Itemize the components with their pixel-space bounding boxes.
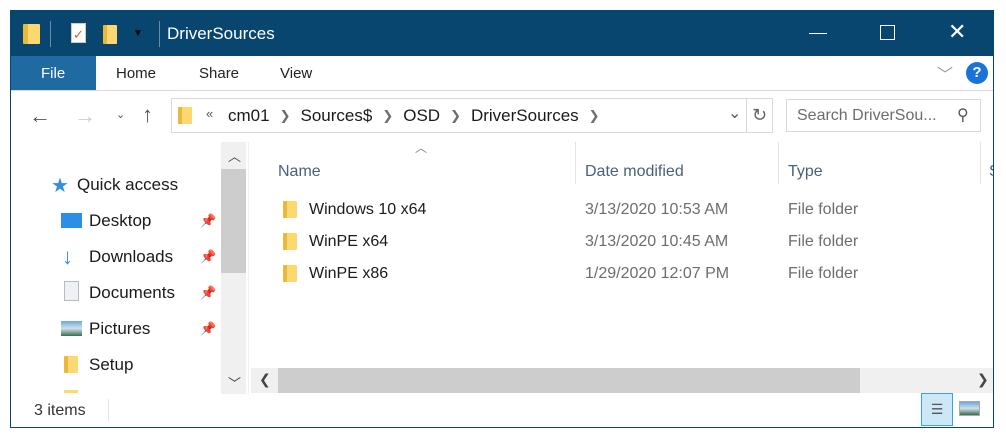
file-type: File folder — [788, 201, 859, 218]
quick-access-icon: ★ — [51, 175, 69, 197]
column-header-date[interactable]: Date modified — [585, 163, 684, 180]
tab-file[interactable]: File — [11, 56, 96, 90]
file-name: WinPE x64 — [309, 233, 389, 250]
crumb[interactable]: OSD — [403, 106, 441, 125]
pictures-icon — [61, 321, 82, 336]
crumb[interactable]: cm01 — [228, 106, 270, 125]
search-input[interactable]: Search DriverSou... ⚲ — [786, 99, 981, 132]
folder-icon — [23, 24, 40, 44]
maximize-button[interactable] — [880, 25, 895, 40]
pane-divider[interactable] — [248, 142, 249, 394]
pin-icon[interactable]: 📌 — [200, 213, 217, 228]
search-icon[interactable]: ⚲ — [957, 107, 969, 124]
nav-item-pictures[interactable]: Pictures — [89, 319, 151, 338]
folder-icon — [178, 107, 192, 124]
column-divider[interactable] — [575, 142, 576, 184]
file-row[interactable]: Windows 10 x64 3/13/2020 10:53 AM File f… — [271, 199, 971, 229]
pin-icon[interactable]: 📌 — [200, 249, 217, 264]
address-dropdown-icon[interactable]: ⌄ — [728, 105, 742, 122]
column-header-name[interactable]: Name — [278, 163, 321, 180]
explorer-window: ✓ ▼ DriverSources ✕ File Home Share View… — [10, 10, 994, 428]
tab-home[interactable]: Home — [116, 65, 157, 82]
crumb[interactable]: Sources$ — [300, 106, 373, 125]
tab-view[interactable]: View — [280, 65, 313, 82]
scroll-right-icon[interactable]: ❯ — [977, 371, 989, 387]
tab-share[interactable]: Share — [199, 65, 240, 82]
search-placeholder: Search DriverSou... — [797, 107, 937, 124]
recent-locations-icon[interactable]: ⌄ — [116, 109, 126, 121]
column-header-type[interactable]: Type — [788, 163, 823, 180]
horizontal-scrollbar[interactable]: ❮ ❯ — [251, 368, 993, 393]
downloads-icon: ↓ — [62, 244, 73, 269]
file-name: Windows 10 x64 — [309, 201, 427, 218]
forward-button[interactable]: → — [74, 103, 96, 128]
nav-scrollbar[interactable]: ︿ ﹀ — [221, 142, 246, 394]
documents-icon — [64, 281, 79, 301]
divider — [159, 21, 160, 47]
scroll-down-icon[interactable]: ﹀ — [228, 376, 242, 391]
scrollbar-thumb[interactable] — [221, 169, 246, 273]
minimize-button[interactable] — [809, 33, 827, 34]
tab-file-label: File — [41, 65, 66, 82]
up-button[interactable]: ↑ — [142, 102, 153, 127]
file-date: 1/29/2020 12:07 PM — [585, 265, 730, 282]
nav-item-downloads[interactable]: Downloads — [89, 247, 174, 266]
column-divider[interactable] — [980, 142, 981, 184]
item-count: 3 items — [34, 402, 86, 419]
address-bar[interactable]: « cm01 ❯ Sources$ ❯ OSD ❯ DriverSources ❯ ⌄ — [171, 98, 747, 133]
file-row[interactable]: WinPE x86 1/29/2020 12:07 PM File folder — [271, 263, 971, 293]
properties-icon[interactable]: ✓ — [71, 23, 86, 43]
file-date: 3/13/2020 10:53 AM — [585, 201, 729, 218]
scroll-left-icon[interactable]: ❮ — [259, 371, 271, 387]
file-name: WinPE x86 — [309, 265, 389, 282]
divider — [11, 90, 993, 91]
window-title: DriverSources — [167, 24, 275, 43]
back-button[interactable]: ← — [29, 103, 51, 128]
file-row[interactable]: WinPE x64 3/13/2020 10:45 AM File folder — [271, 231, 971, 261]
folder-icon — [283, 201, 297, 218]
nav-item-desktop[interactable]: Desktop — [89, 211, 152, 230]
pin-icon[interactable]: 📌 — [200, 285, 217, 300]
folder-icon — [64, 390, 78, 393]
column-header-size[interactable]: S — [989, 163, 993, 181]
folder-icon — [283, 265, 297, 282]
close-button[interactable]: ✕ — [948, 19, 967, 44]
large-icons-view-button[interactable] — [959, 401, 980, 416]
folder-icon — [283, 233, 297, 250]
crumb[interactable]: DriverSources — [470, 106, 579, 125]
overflow-icon[interactable]: « — [206, 106, 214, 121]
nav-quick-access[interactable]: Quick access — [77, 175, 179, 194]
scroll-up-icon[interactable]: ︿ — [228, 149, 242, 164]
desktop-icon — [61, 213, 82, 228]
sort-ascending-icon: ︿ — [415, 141, 428, 155]
folder-icon — [64, 356, 78, 373]
scrollbar-thumb[interactable] — [278, 368, 860, 393]
file-type: File folder — [788, 233, 859, 250]
column-divider[interactable] — [778, 142, 779, 184]
file-date: 3/13/2020 10:45 AM — [585, 233, 729, 250]
divider — [50, 21, 51, 47]
breadcrumb: cm01 ❯ Sources$ ❯ OSD ❯ DriverSources ❯ — [228, 106, 600, 125]
customize-toolbar-icon[interactable]: ▼ — [133, 28, 143, 39]
pin-icon[interactable]: 📌 — [200, 321, 217, 336]
refresh-button[interactable]: ↻ — [746, 98, 773, 133]
divider — [108, 399, 109, 421]
new-folder-icon[interactable] — [103, 25, 117, 44]
details-view-button[interactable]: ☰ — [921, 393, 953, 426]
nav-item-documents[interactable]: Documents — [89, 283, 175, 302]
nav-item-setup[interactable]: Setup — [89, 355, 134, 374]
expand-ribbon-icon[interactable]: ﹀ — [937, 67, 954, 84]
file-type: File folder — [788, 265, 859, 282]
help-icon[interactable]: ? — [966, 62, 988, 84]
title-bar: ✓ ▼ DriverSources ✕ — [11, 11, 993, 56]
